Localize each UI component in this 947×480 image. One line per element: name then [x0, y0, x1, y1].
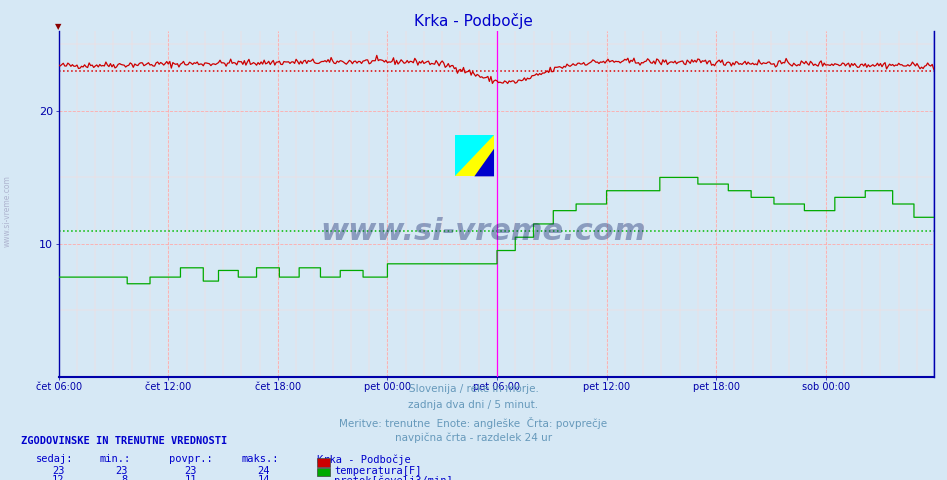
Text: 14: 14: [258, 475, 270, 480]
Text: temperatura[F]: temperatura[F]: [334, 466, 421, 476]
Text: 23: 23: [116, 466, 128, 476]
Text: povpr.:: povpr.:: [169, 454, 212, 464]
Text: Meritve: trenutne  Enote: angleške  Črta: povprečje: Meritve: trenutne Enote: angleške Črta: …: [339, 417, 608, 429]
Text: ▼: ▼: [56, 22, 62, 31]
Text: www.si-vreme.com: www.si-vreme.com: [320, 217, 646, 246]
Text: maks.:: maks.:: [241, 454, 279, 464]
Text: ZGODOVINSKE IN TRENUTNE VREDNOSTI: ZGODOVINSKE IN TRENUTNE VREDNOSTI: [21, 436, 227, 446]
Text: 23: 23: [52, 466, 64, 476]
Text: navpična črta - razdelek 24 ur: navpična črta - razdelek 24 ur: [395, 433, 552, 444]
Text: 12: 12: [52, 475, 64, 480]
Text: zadnja dva dni / 5 minut.: zadnja dva dni / 5 minut.: [408, 400, 539, 410]
Text: 11: 11: [185, 475, 197, 480]
Text: 8: 8: [121, 475, 128, 480]
Text: www.si-vreme.com: www.si-vreme.com: [3, 175, 12, 247]
Text: 23: 23: [185, 466, 197, 476]
Text: pretok[čevelj3/min]: pretok[čevelj3/min]: [334, 475, 453, 480]
Text: 24: 24: [258, 466, 270, 476]
Text: sedaj:: sedaj:: [36, 454, 74, 464]
Text: Slovenija / reke in morje.: Slovenija / reke in morje.: [408, 384, 539, 394]
Text: Krka - Podbočje: Krka - Podbočje: [317, 454, 411, 465]
Text: min.:: min.:: [99, 454, 131, 464]
Text: Krka - Podbočje: Krka - Podbočje: [414, 13, 533, 29]
